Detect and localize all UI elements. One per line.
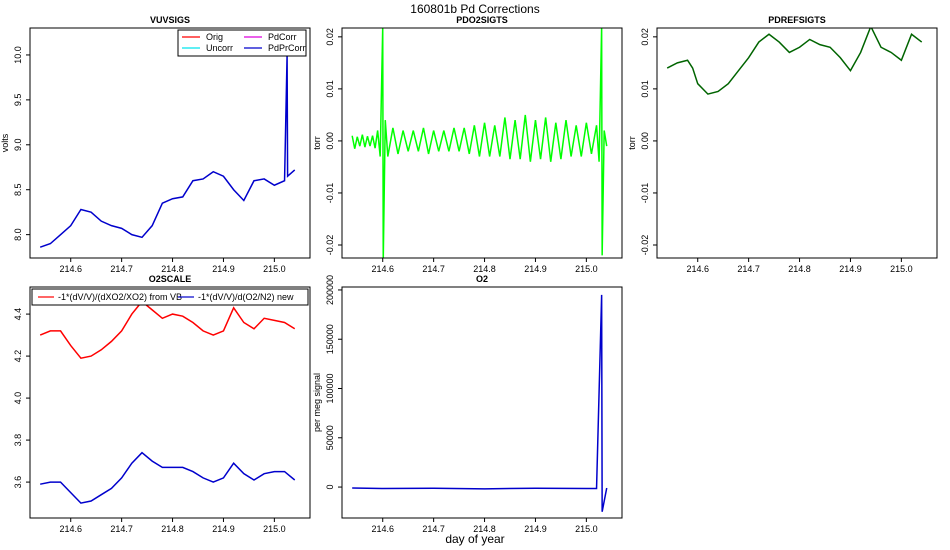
plot-area — [39, 300, 296, 504]
y-tick-label: 4.0 — [13, 392, 23, 405]
plot-frame — [341, 286, 623, 519]
y-tick-label: 3.6 — [13, 476, 23, 489]
plot-frame — [29, 27, 311, 259]
figure-title: 160801b Pd Corrections — [410, 2, 539, 16]
data-line — [40, 451, 296, 504]
x-tick-label: 214.9 — [212, 524, 235, 534]
data-line — [352, 294, 608, 512]
x-tick-label: 214.9 — [524, 264, 547, 274]
x-tick-label: 215.0 — [575, 524, 598, 534]
x-tick-label: 214.7 — [422, 264, 445, 274]
x-tick-label: 214.8 — [473, 264, 496, 274]
x-tick-label: 214.8 — [788, 264, 811, 274]
plot-area — [351, 28, 608, 258]
x-tick-label: 214.9 — [524, 524, 547, 534]
legend-label: Orig — [206, 32, 223, 42]
x-tick-label: 214.6 — [59, 264, 82, 274]
plot-area — [666, 28, 923, 95]
y-axis-label: torr — [312, 136, 322, 150]
y-tick-label: 0.01 — [640, 80, 650, 98]
x-tick-label: 214.7 — [110, 524, 133, 534]
plot-area — [352, 294, 608, 512]
plot-frame — [656, 27, 938, 259]
y-tick-label: 10.0 — [13, 46, 23, 64]
x-tick-label: 215.0 — [263, 524, 286, 534]
data-line — [39, 54, 296, 248]
y-tick-label: 0.00 — [640, 132, 650, 150]
y-tick-label: 8.5 — [13, 183, 23, 196]
legend-box — [177, 29, 307, 57]
y-tick-label: 0 — [325, 485, 335, 490]
y-tick-label: -0.02 — [325, 235, 335, 256]
y-tick-label: 100000 — [325, 373, 335, 403]
y-tick-label: 4.4 — [13, 308, 23, 321]
legend-box — [31, 288, 309, 306]
x-tick-label: 214.9 — [212, 264, 235, 274]
x-tick-label: 215.0 — [263, 264, 286, 274]
x-tick-label: 214.8 — [161, 524, 184, 534]
chart-title: O2 — [476, 274, 488, 284]
y-tick-label: 0.01 — [325, 80, 335, 98]
y-tick-label: -0.01 — [640, 183, 650, 204]
x-tick-label: 214.7 — [737, 264, 760, 274]
x-tick-label: 214.6 — [686, 264, 709, 274]
x-tick-label: 214.9 — [839, 264, 862, 274]
legend-label: -1*(dV/V)/d(O2/N2) new — [198, 292, 294, 302]
y-tick-label: 0.02 — [640, 28, 650, 46]
chart-title: O2SCALE — [149, 274, 192, 284]
chart-title: VUVSIGS — [150, 15, 190, 25]
x-tick-label: 214.8 — [473, 524, 496, 534]
y-tick-label: 9.0 — [13, 139, 23, 152]
data-line — [351, 28, 608, 258]
y-axis-label: per meg signal — [312, 373, 322, 432]
legend-label: PdCorr — [268, 32, 297, 42]
plot-frame — [341, 27, 623, 259]
x-tick-label: 214.7 — [422, 524, 445, 534]
legend-label: -1*(dV/V)/(dXO2/XO2) from VB — [58, 292, 182, 302]
plot-area — [39, 54, 296, 248]
chart-title: PDO2SIGTS — [456, 15, 508, 25]
x-tick-label: 215.0 — [575, 264, 598, 274]
y-tick-label: 200000 — [325, 275, 335, 305]
y-tick-label: 0.00 — [325, 132, 335, 150]
y-tick-label: 4.2 — [13, 350, 23, 363]
x-tick-label: 214.6 — [371, 264, 394, 274]
y-tick-label: 9.5 — [13, 94, 23, 107]
y-tick-label: 0.02 — [325, 28, 335, 46]
x-tick-label: 215.0 — [890, 264, 913, 274]
y-tick-label: -0.01 — [325, 183, 335, 204]
y-tick-label: 150000 — [325, 324, 335, 354]
x-axis-label: day of year — [445, 532, 504, 546]
y-tick-label: 8.0 — [13, 228, 23, 241]
y-tick-label: 50000 — [325, 425, 335, 450]
x-tick-label: 214.7 — [110, 264, 133, 274]
x-tick-label: 214.6 — [59, 524, 82, 534]
y-tick-label: -0.02 — [640, 235, 650, 256]
x-tick-label: 214.6 — [371, 524, 394, 534]
legend-label: PdPrCorr — [268, 43, 306, 53]
legend-label: Uncorr — [206, 43, 233, 53]
chart-title: PDREFSIGTS — [768, 15, 826, 25]
y-axis-label: torr — [627, 136, 637, 150]
y-tick-label: 3.8 — [13, 434, 23, 447]
x-tick-label: 214.8 — [161, 264, 184, 274]
data-line — [39, 300, 296, 360]
y-axis-label: volts — [0, 133, 10, 152]
data-line — [666, 28, 923, 95]
plot-frame — [29, 286, 311, 519]
